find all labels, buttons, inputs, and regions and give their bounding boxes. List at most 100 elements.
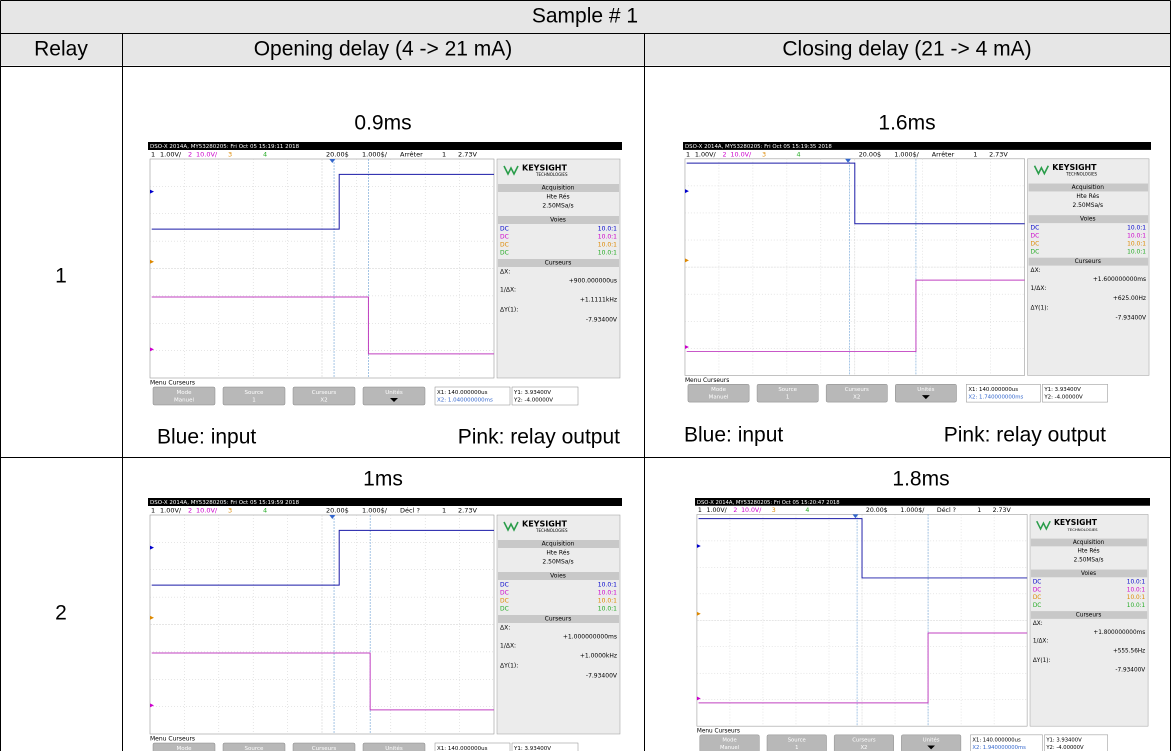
channel-coupling: DC <box>1031 226 1040 232</box>
cursor-field: +555.56Hz <box>1113 648 1145 654</box>
status-item: 10.0V/ <box>196 151 218 159</box>
cursor-field: -7.93400V <box>586 317 618 324</box>
softkey-label: Unités <box>917 386 934 393</box>
legend-text: Blue: input <box>684 424 783 447</box>
cursor-field: +1.0000kHz <box>580 653 617 660</box>
cursor-readout: X2: 1.740000000ms <box>968 395 1023 401</box>
status-item: 2.73V <box>458 507 477 515</box>
channel-probe: 10.0:1 <box>598 242 617 249</box>
cursor-field: ΔX: <box>500 269 510 276</box>
cursor-readout: X1: 140.000000us <box>437 746 488 751</box>
brand-subtitle: TECHNOLOGIES <box>535 172 568 177</box>
acquisition-mode: Hte Rés <box>1077 548 1099 555</box>
cursor-field: ΔY(1): <box>1033 658 1051 664</box>
brand-name: KEYSIGHT <box>1054 518 1098 527</box>
acquisition-mode: Hte Rés <box>1076 193 1099 200</box>
delay-value: 1.8ms <box>892 468 949 491</box>
channel-probe: 10.0:1 <box>1127 587 1146 593</box>
status-item: 20.00$ <box>326 151 349 159</box>
status-item: 1.000$/ <box>362 151 388 159</box>
cursor-field: ΔY(1): <box>500 663 518 670</box>
channel-coupling: DC <box>500 242 509 249</box>
channel-probe: 10.0:1 <box>598 234 617 241</box>
softkey-value: Manuel <box>174 398 194 404</box>
cursor-readout: Y2: -4.00000V <box>1043 395 1083 401</box>
cursor-field: +625.00Hz <box>1113 296 1146 302</box>
status-item: Arrêter <box>400 151 423 159</box>
softkey-label: Source <box>245 746 265 751</box>
cursor-field: ΔY(1): <box>1031 306 1049 312</box>
status-item: 20.00$ <box>326 507 349 515</box>
channel-coupling: DC <box>500 234 509 241</box>
cursor-field: -7.93400V <box>1115 668 1145 674</box>
brand-subtitle: TECHNOLOGIES <box>1066 527 1098 532</box>
brand-subtitle: TECHNOLOGIES <box>1065 172 1097 177</box>
channel-coupling: DC <box>500 606 509 613</box>
section-title: Curseurs <box>545 616 572 623</box>
status-item: 1.00V/ <box>160 151 182 159</box>
cursor-field: -7.93400V <box>1115 316 1146 322</box>
channel-coupling: DC <box>500 598 509 605</box>
cursor-field: +1.600000000ms <box>1093 277 1146 283</box>
status-item: 1.000$/ <box>900 507 925 514</box>
cursor-readout: Y1: 3.93400V <box>513 390 551 396</box>
softkey-label: Curseurs <box>312 390 337 396</box>
channel-probe: 10.0:1 <box>598 590 617 597</box>
cursor-readout: Y1: 3.93400V <box>513 746 551 751</box>
cursor-field: 1/ΔX: <box>1033 639 1048 645</box>
sample-rate: 2.50MSa/s <box>1072 203 1103 209</box>
status-item: 3 <box>772 507 776 514</box>
status-item: 4 <box>263 507 267 515</box>
channel-coupling: DC <box>500 250 509 257</box>
status-item: 20.00$ <box>859 150 881 158</box>
channel-coupling: DC <box>500 226 509 233</box>
status-item: 1 <box>973 150 977 158</box>
oscilloscope-screenshot: DSO-X 2014A, MY53280205: Fri Oct 05 15:2… <box>695 498 1150 751</box>
channel-coupling: DC <box>1031 233 1040 239</box>
oscilloscope-screenshot: DSO-X 2014A, MY53280205: Fri Oct 05 15:1… <box>148 498 622 751</box>
channel-probe: 10.0:1 <box>1127 603 1146 609</box>
status-item: 1.00V/ <box>695 150 717 158</box>
channel-probe: 10.0:1 <box>598 606 617 613</box>
menu-title: Menu Curseurs <box>685 378 729 384</box>
softkey-label: Curseurs <box>312 746 337 751</box>
status-item: 2.73V <box>458 151 477 159</box>
cursor-field: +1.800000000ms <box>1093 630 1145 636</box>
cursor-readout: Y1: 3.93400V <box>1045 738 1082 744</box>
section-title: Acquisition <box>542 185 575 192</box>
softkey-value: 1 <box>252 398 256 404</box>
cursor-field: 1/ΔX: <box>1031 286 1047 292</box>
section-title: Acquisition <box>542 541 575 548</box>
softkey-label: Mode <box>711 387 726 393</box>
scope-header: DSO-X 2014A, MY53280205: Fri Oct 05 15:1… <box>150 500 300 506</box>
softkey-label: Unités <box>385 745 403 751</box>
channel-coupling: DC <box>1033 580 1041 586</box>
cursor-readout: X1: 140.000000us <box>972 738 1021 744</box>
delay-value: 0.9ms <box>354 112 411 135</box>
status-item: 4 <box>797 150 801 158</box>
status-item: 1 <box>151 507 155 515</box>
softkey-label: Curseurs <box>845 387 869 393</box>
status-item: 20.00$ <box>866 507 888 514</box>
cursor-field: 1/ΔX: <box>500 287 516 294</box>
cursor-field: +1.1111kHz <box>580 297 617 304</box>
section-title: Voies <box>550 217 566 224</box>
status-item: 2.73V <box>989 150 1008 158</box>
softkey-label: Source <box>778 387 797 393</box>
status-item: 2 <box>722 150 726 158</box>
section-title: Curseurs <box>1075 259 1101 265</box>
status-item: 2 <box>188 151 192 159</box>
softkey-value: X2 <box>860 745 867 751</box>
oscilloscope-screenshot: DSO-X 2014A, MY53280205: Fri Oct 05 15:1… <box>148 142 622 413</box>
softkey-label: Mode <box>177 746 193 751</box>
legend-text: Pink: relay output <box>944 424 1106 447</box>
status-item: 3 <box>762 150 766 158</box>
table-title: Sample # 1 <box>532 5 638 28</box>
channel-coupling: DC <box>1031 241 1040 247</box>
brand-subtitle: TECHNOLOGIES <box>535 528 568 533</box>
channel-coupling: DC <box>1031 249 1040 255</box>
section-title: Voies <box>1080 217 1096 223</box>
channel-probe: 10.0:1 <box>598 250 617 257</box>
cursor-readout: X1: 140.000000us <box>437 390 488 396</box>
scope-header: DSO-X 2014A, MY53280205: Fri Oct 05 15:1… <box>685 144 832 150</box>
